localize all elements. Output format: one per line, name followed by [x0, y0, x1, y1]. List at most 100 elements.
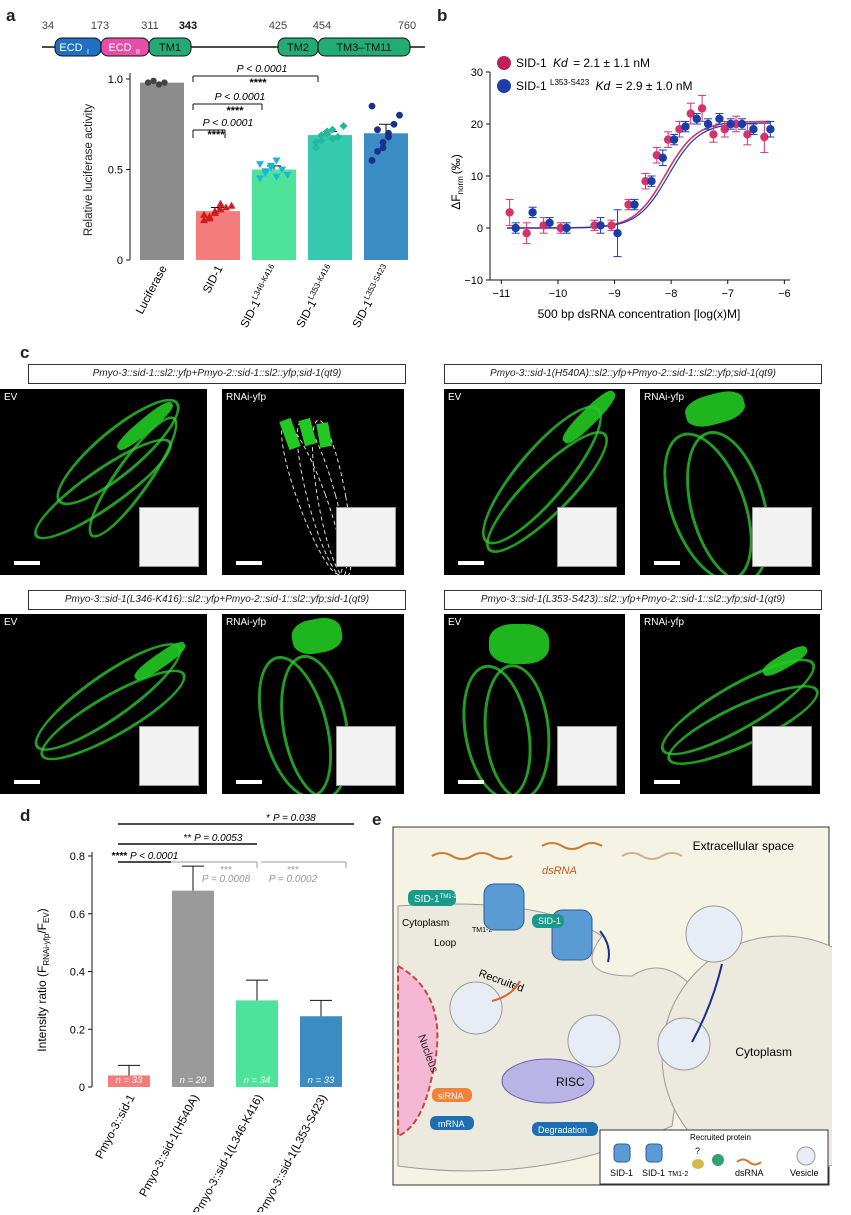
- bar-4: [364, 133, 408, 260]
- data-point-1: [749, 125, 758, 134]
- worm-pharynx-fluorescence: [289, 614, 345, 658]
- y-tick-label: 0: [117, 255, 123, 267]
- data-point: [272, 157, 281, 165]
- sig-p-a2: P < 0.0001: [215, 91, 266, 103]
- bar-0: [108, 1075, 150, 1087]
- data-point-0: [607, 221, 616, 230]
- panel-letter-e: e: [372, 810, 382, 829]
- sig-d5-stars: ***: [287, 865, 299, 876]
- data-point: [256, 175, 264, 183]
- data-point-0: [624, 200, 633, 209]
- domain-tm2-label: TM2: [287, 42, 309, 54]
- legend-marker-sid1-mutant: [497, 79, 511, 93]
- sig-d1: * P = 0.038: [266, 813, 316, 824]
- data-point: [374, 148, 381, 155]
- domain-position-760: 760: [398, 20, 416, 32]
- scale-bar: [236, 561, 262, 565]
- n-label: n = 34: [244, 1075, 271, 1086]
- sid1-tag-label: SID-1: [538, 916, 561, 926]
- micrograph-label: EV: [448, 392, 462, 403]
- data-point-1: [658, 153, 668, 162]
- bar-2: [236, 1000, 278, 1087]
- micrograph-2-ev: EV: [444, 389, 625, 575]
- data-point-0: [760, 132, 769, 142]
- panel-d-category-labels: Pmyo-3::sid-1 Pmyo-3::sid-1(H540A)Pmyo-3:…: [94, 1093, 330, 1212]
- data-point-0: [663, 135, 673, 144]
- data-point-1: [630, 200, 639, 209]
- bar-3: [308, 135, 352, 260]
- domain-tm3-tm11-label: TM3–TM11: [336, 42, 391, 54]
- worm-outlines: [279, 417, 353, 575]
- dsrna-strand: [431, 852, 513, 860]
- bar-3: [300, 1016, 342, 1087]
- data-point: [374, 126, 381, 134]
- mrna-tag: [430, 1116, 474, 1130]
- domain-ecd2-subscript: II: [136, 49, 140, 56]
- data-point-1: [703, 119, 713, 129]
- sid1-tag: [532, 914, 564, 928]
- left-cell: [397, 903, 693, 1172]
- domain-tm1-label: TM1: [159, 42, 181, 54]
- category-label: SID-1L353-S423: [348, 262, 394, 330]
- y-tick-label: −10: [464, 275, 483, 287]
- dsrna-strand: [541, 842, 603, 850]
- data-point-1: [681, 122, 690, 131]
- category-label: Pmyo-3::sid-1(L346-K416): [192, 1093, 266, 1212]
- risc-label: RISC: [556, 1075, 585, 1089]
- sig-d4-p: P = 0.0008: [202, 874, 251, 885]
- bar-1: [196, 211, 240, 260]
- y-tick-label: 0.5: [108, 165, 123, 177]
- panel-c-caption-3: Pmyo-3::sid-1(L346-K416)::sl2::yfp+Pmyo-…: [28, 590, 406, 610]
- data-point-1: [766, 125, 775, 134]
- data-point: [200, 216, 208, 224]
- domain-diagram: 34 173 311 343 425 454 760 ECD I ECD II …: [42, 20, 425, 57]
- micrograph-label: EV: [4, 617, 18, 628]
- brightfield-inset: [752, 726, 812, 786]
- brightfield-inset: [139, 507, 199, 567]
- cytoplasm-left-label: Cytoplasm: [402, 918, 449, 929]
- legend-dsrna-label: dsRNA: [735, 1168, 764, 1178]
- data-point-1: [596, 221, 605, 230]
- data-point-0: [590, 221, 599, 230]
- panel-a-bars: [140, 77, 408, 261]
- legend-sid1-mutant: SID-1 L353-S423 Kd = 2.9 ± 1.0 nM: [516, 74, 693, 93]
- sirna-tag: [432, 1088, 472, 1102]
- data-point: [328, 134, 337, 143]
- domain-ecd2-label: ECD: [108, 42, 131, 54]
- data-point: [368, 102, 376, 110]
- panel-b-axes: −10 0 10 20 30 −11 −10 −9 −8 −7 −6: [464, 67, 790, 300]
- data-point: [283, 171, 292, 179]
- bar-1: [172, 890, 214, 1087]
- dsrna-label: dsRNA: [542, 865, 577, 877]
- panel-letter-c: c: [20, 343, 30, 362]
- brightfield-inset: [139, 726, 199, 786]
- data-point: [150, 77, 157, 85]
- data-point-0: [686, 109, 695, 118]
- x-tick-label: −8: [665, 288, 678, 300]
- arrow: [691, 963, 723, 1043]
- data-point: [272, 173, 281, 181]
- scale-bar: [14, 780, 40, 784]
- bar-0: [140, 82, 184, 261]
- data-point: [379, 138, 387, 146]
- brightfield-inset: [752, 507, 812, 567]
- data-point: [267, 164, 275, 172]
- sig-p-a3: P < 0.0001: [237, 63, 288, 75]
- data-point: [161, 79, 168, 86]
- scale-bar: [236, 780, 262, 784]
- panel-b-plot: [505, 94, 775, 258]
- micrograph-4-rnai: RNAi-yfp: [640, 614, 820, 794]
- data-point: [339, 122, 348, 131]
- x-tick-label: −11: [492, 288, 510, 300]
- micrograph-label: RNAi-yfp: [644, 617, 685, 628]
- data-point: [222, 203, 230, 211]
- legend-sid1-label: SID-1: [610, 1168, 633, 1178]
- degradation-label: Degradation: [538, 1125, 587, 1135]
- y-tick-label: 0.4: [70, 967, 85, 979]
- panel-letter-b: b: [437, 6, 448, 25]
- data-point: [368, 157, 376, 164]
- micrograph-label: EV: [448, 617, 462, 628]
- data-point: [278, 166, 286, 174]
- domain-position-454: 454: [313, 20, 331, 32]
- panel-c-caption-4: Pmyo-3::sid-1(L353-S423)::sl2::yfp+Pmyo-…: [444, 590, 822, 610]
